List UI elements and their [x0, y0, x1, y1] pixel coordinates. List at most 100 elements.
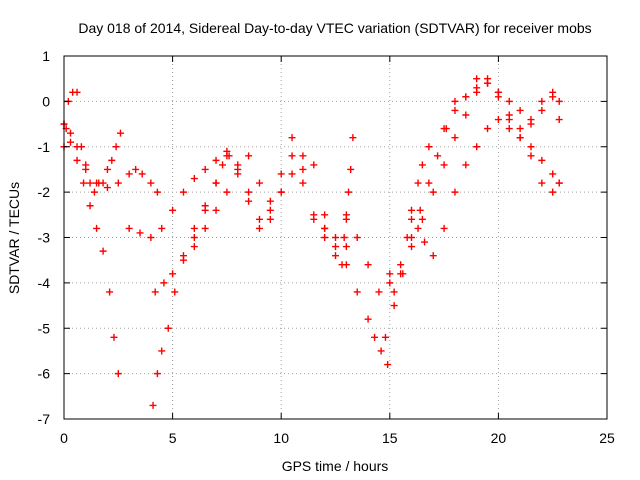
data-point [212, 179, 220, 187]
data-point [440, 224, 448, 232]
series-arc-6 [151, 147, 329, 296]
data-point [425, 179, 433, 187]
series-arc-5 [149, 152, 263, 409]
data-point [171, 288, 179, 296]
data-point [299, 165, 307, 173]
data-point [299, 179, 307, 187]
data-point [473, 75, 481, 83]
data-point [429, 252, 437, 260]
data-point [484, 125, 492, 133]
data-point [158, 347, 166, 355]
data-point [99, 247, 107, 255]
data-point [549, 188, 557, 196]
data-point [364, 315, 372, 323]
data-layer [60, 75, 563, 409]
data-point [332, 234, 339, 241]
data-point [266, 197, 274, 205]
series-arc-8 [266, 152, 394, 296]
data-point [505, 125, 513, 133]
data-point [106, 288, 114, 296]
data-point [110, 333, 118, 341]
series-arc-7 [190, 134, 350, 251]
series-arc-15 [440, 79, 563, 133]
data-point [73, 143, 81, 151]
data-point [549, 170, 557, 178]
data-point [73, 88, 81, 96]
data-point [99, 179, 107, 187]
x-tick-label: 10 [273, 430, 289, 446]
data-point [342, 243, 350, 251]
data-point [277, 170, 285, 178]
data-point [212, 156, 220, 164]
data-point [462, 111, 470, 119]
data-point [266, 215, 274, 223]
data-point [138, 170, 146, 178]
data-point [451, 188, 459, 196]
data-point [516, 134, 524, 142]
data-point [116, 129, 124, 137]
data-point [505, 97, 513, 105]
data-point [114, 370, 122, 378]
data-point [516, 125, 524, 133]
data-point [201, 165, 209, 173]
data-point [321, 224, 329, 232]
data-point [299, 152, 307, 160]
y-tick-label: -1 [38, 139, 51, 155]
data-point [342, 211, 350, 219]
data-point [73, 156, 81, 164]
y-tick-label: -7 [38, 411, 51, 427]
data-point [255, 224, 263, 232]
data-point [440, 125, 448, 133]
data-point [332, 252, 339, 260]
y-tick-label: 0 [42, 93, 50, 109]
data-point [160, 279, 168, 287]
data-point [149, 401, 157, 409]
data-point [255, 179, 263, 187]
data-point [414, 179, 422, 187]
data-point [349, 134, 357, 142]
data-point [201, 224, 209, 232]
data-point [147, 179, 155, 187]
data-point [516, 106, 524, 114]
y-tick-label: -6 [38, 366, 51, 382]
y-axis-label: SDTVAR / TECUs [6, 182, 22, 294]
data-point [386, 270, 394, 278]
data-point [67, 129, 75, 137]
data-point [462, 93, 470, 101]
data-point [484, 79, 492, 87]
data-point [266, 206, 274, 214]
data-point [345, 188, 353, 196]
x-tick-label: 5 [169, 430, 177, 446]
data-point [353, 288, 361, 296]
data-point [190, 224, 198, 232]
data-point [340, 234, 348, 241]
data-point [310, 161, 318, 169]
data-point [103, 165, 111, 173]
data-point [223, 147, 231, 155]
data-point [125, 170, 133, 178]
data-point [429, 188, 437, 196]
data-point [277, 188, 285, 196]
data-point [353, 234, 361, 241]
data-point [451, 97, 459, 105]
data-point [310, 211, 318, 219]
data-point [527, 152, 535, 160]
data-point [86, 202, 94, 210]
data-point [390, 302, 398, 310]
data-point [108, 156, 116, 164]
data-point [103, 184, 111, 192]
x-tick-label: 0 [60, 430, 68, 446]
data-point [538, 97, 546, 105]
y-tick-label: 1 [42, 48, 50, 64]
data-point [132, 165, 140, 173]
data-point [538, 106, 546, 114]
data-point [67, 138, 75, 146]
data-point [386, 279, 394, 287]
data-point [179, 188, 187, 196]
series-arc-13 [390, 143, 433, 296]
data-point [125, 224, 133, 232]
data-point [555, 97, 563, 105]
data-point [245, 197, 253, 205]
